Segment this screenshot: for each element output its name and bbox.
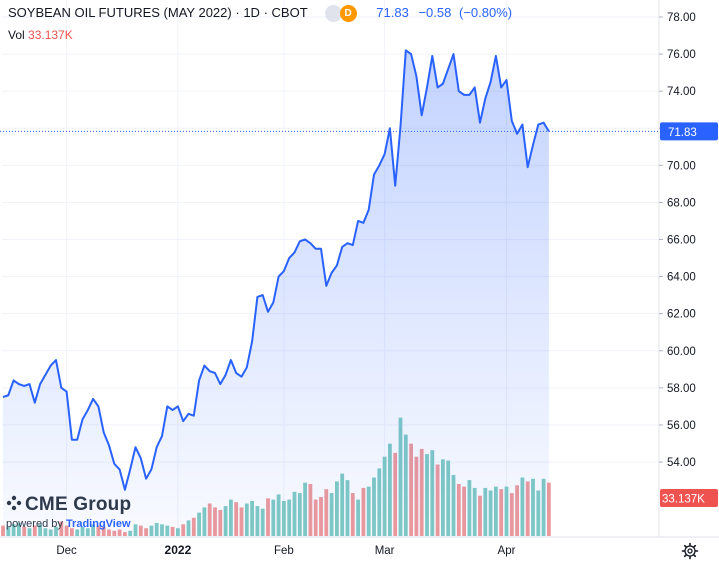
axis-price-labels: 71.83 33.137K	[660, 122, 718, 507]
cme-logo-icon	[6, 495, 22, 511]
y-tick-label: 74.00	[667, 86, 696, 98]
interval-label: 1D	[243, 5, 260, 20]
volume-label: Vol	[8, 28, 25, 42]
powered-by-line: powered by TradingView	[6, 518, 131, 530]
legend-volume-row: Vol 33.137K	[8, 28, 73, 42]
last-price-value: 71.83	[376, 5, 409, 20]
y-tick-label: 56.00	[667, 420, 696, 432]
x-tick-label: Feb	[274, 545, 294, 557]
x-tick-label: Dec	[56, 545, 77, 557]
title-separator: ·	[263, 5, 268, 20]
y-tick-label: 78.00	[667, 12, 696, 24]
price-change: −0.58	[418, 5, 452, 20]
y-tick-label: 76.00	[667, 49, 696, 61]
time-axis[interactable]: Dec 2022 Feb Mar Apr	[0, 536, 719, 557]
exchange-label: CBOT	[271, 5, 308, 20]
volume-value: 33.137K	[28, 28, 73, 42]
gear-icon[interactable]	[680, 542, 700, 562]
y-tick-label: 60.00	[667, 346, 696, 358]
legend-title-row: SOYBEAN OIL FUTURES (MAY 2022) · 1D · CB…	[8, 5, 513, 23]
cme-group-logo[interactable]: CME Group powered by TradingView	[6, 494, 131, 530]
x-tick-label: Apr	[498, 545, 516, 557]
gear-icon-graphic	[681, 542, 699, 560]
delayed-data-badge[interactable]: D	[339, 5, 357, 23]
y-tick-label: 64.00	[667, 272, 696, 284]
last-price-axis-text: 71.83	[668, 127, 697, 139]
market-status-icon[interactable]	[325, 5, 343, 23]
powered-by-text: powered by	[6, 518, 63, 530]
volume-axis-label: 33.137K	[660, 489, 718, 507]
tradingview-link[interactable]: TradingView	[65, 518, 131, 530]
price-line	[0, 49, 659, 491]
y-tick-label: 58.00	[667, 383, 696, 395]
x-tick-label: 2022	[165, 543, 192, 557]
y-tick-label: 62.00	[667, 309, 696, 321]
y-tick-label: 68.00	[667, 197, 696, 209]
logo-name: CME Group	[25, 494, 132, 515]
y-tick-label: 66.00	[667, 235, 696, 247]
logo-text: CME Group	[6, 494, 131, 516]
price-axis[interactable]: 54.00 56.00 58.00 60.00 62.00 64.00 66.00 68.00…	[658, 0, 696, 537]
y-tick-label: 54.00	[667, 457, 696, 469]
symbol-title: SOYBEAN OIL FUTURES (MAY 2022)	[8, 5, 232, 20]
price-line-path	[2, 49, 550, 491]
price-change-percent: (−0.80%)	[459, 5, 513, 20]
title-separator: ·	[235, 5, 240, 20]
y-tick-label: 70.00	[667, 160, 696, 172]
volume-axis-text: 33.137K	[662, 494, 705, 506]
last-price-axis-label: 71.83	[660, 122, 718, 141]
x-tick-label: Mar	[375, 545, 395, 557]
